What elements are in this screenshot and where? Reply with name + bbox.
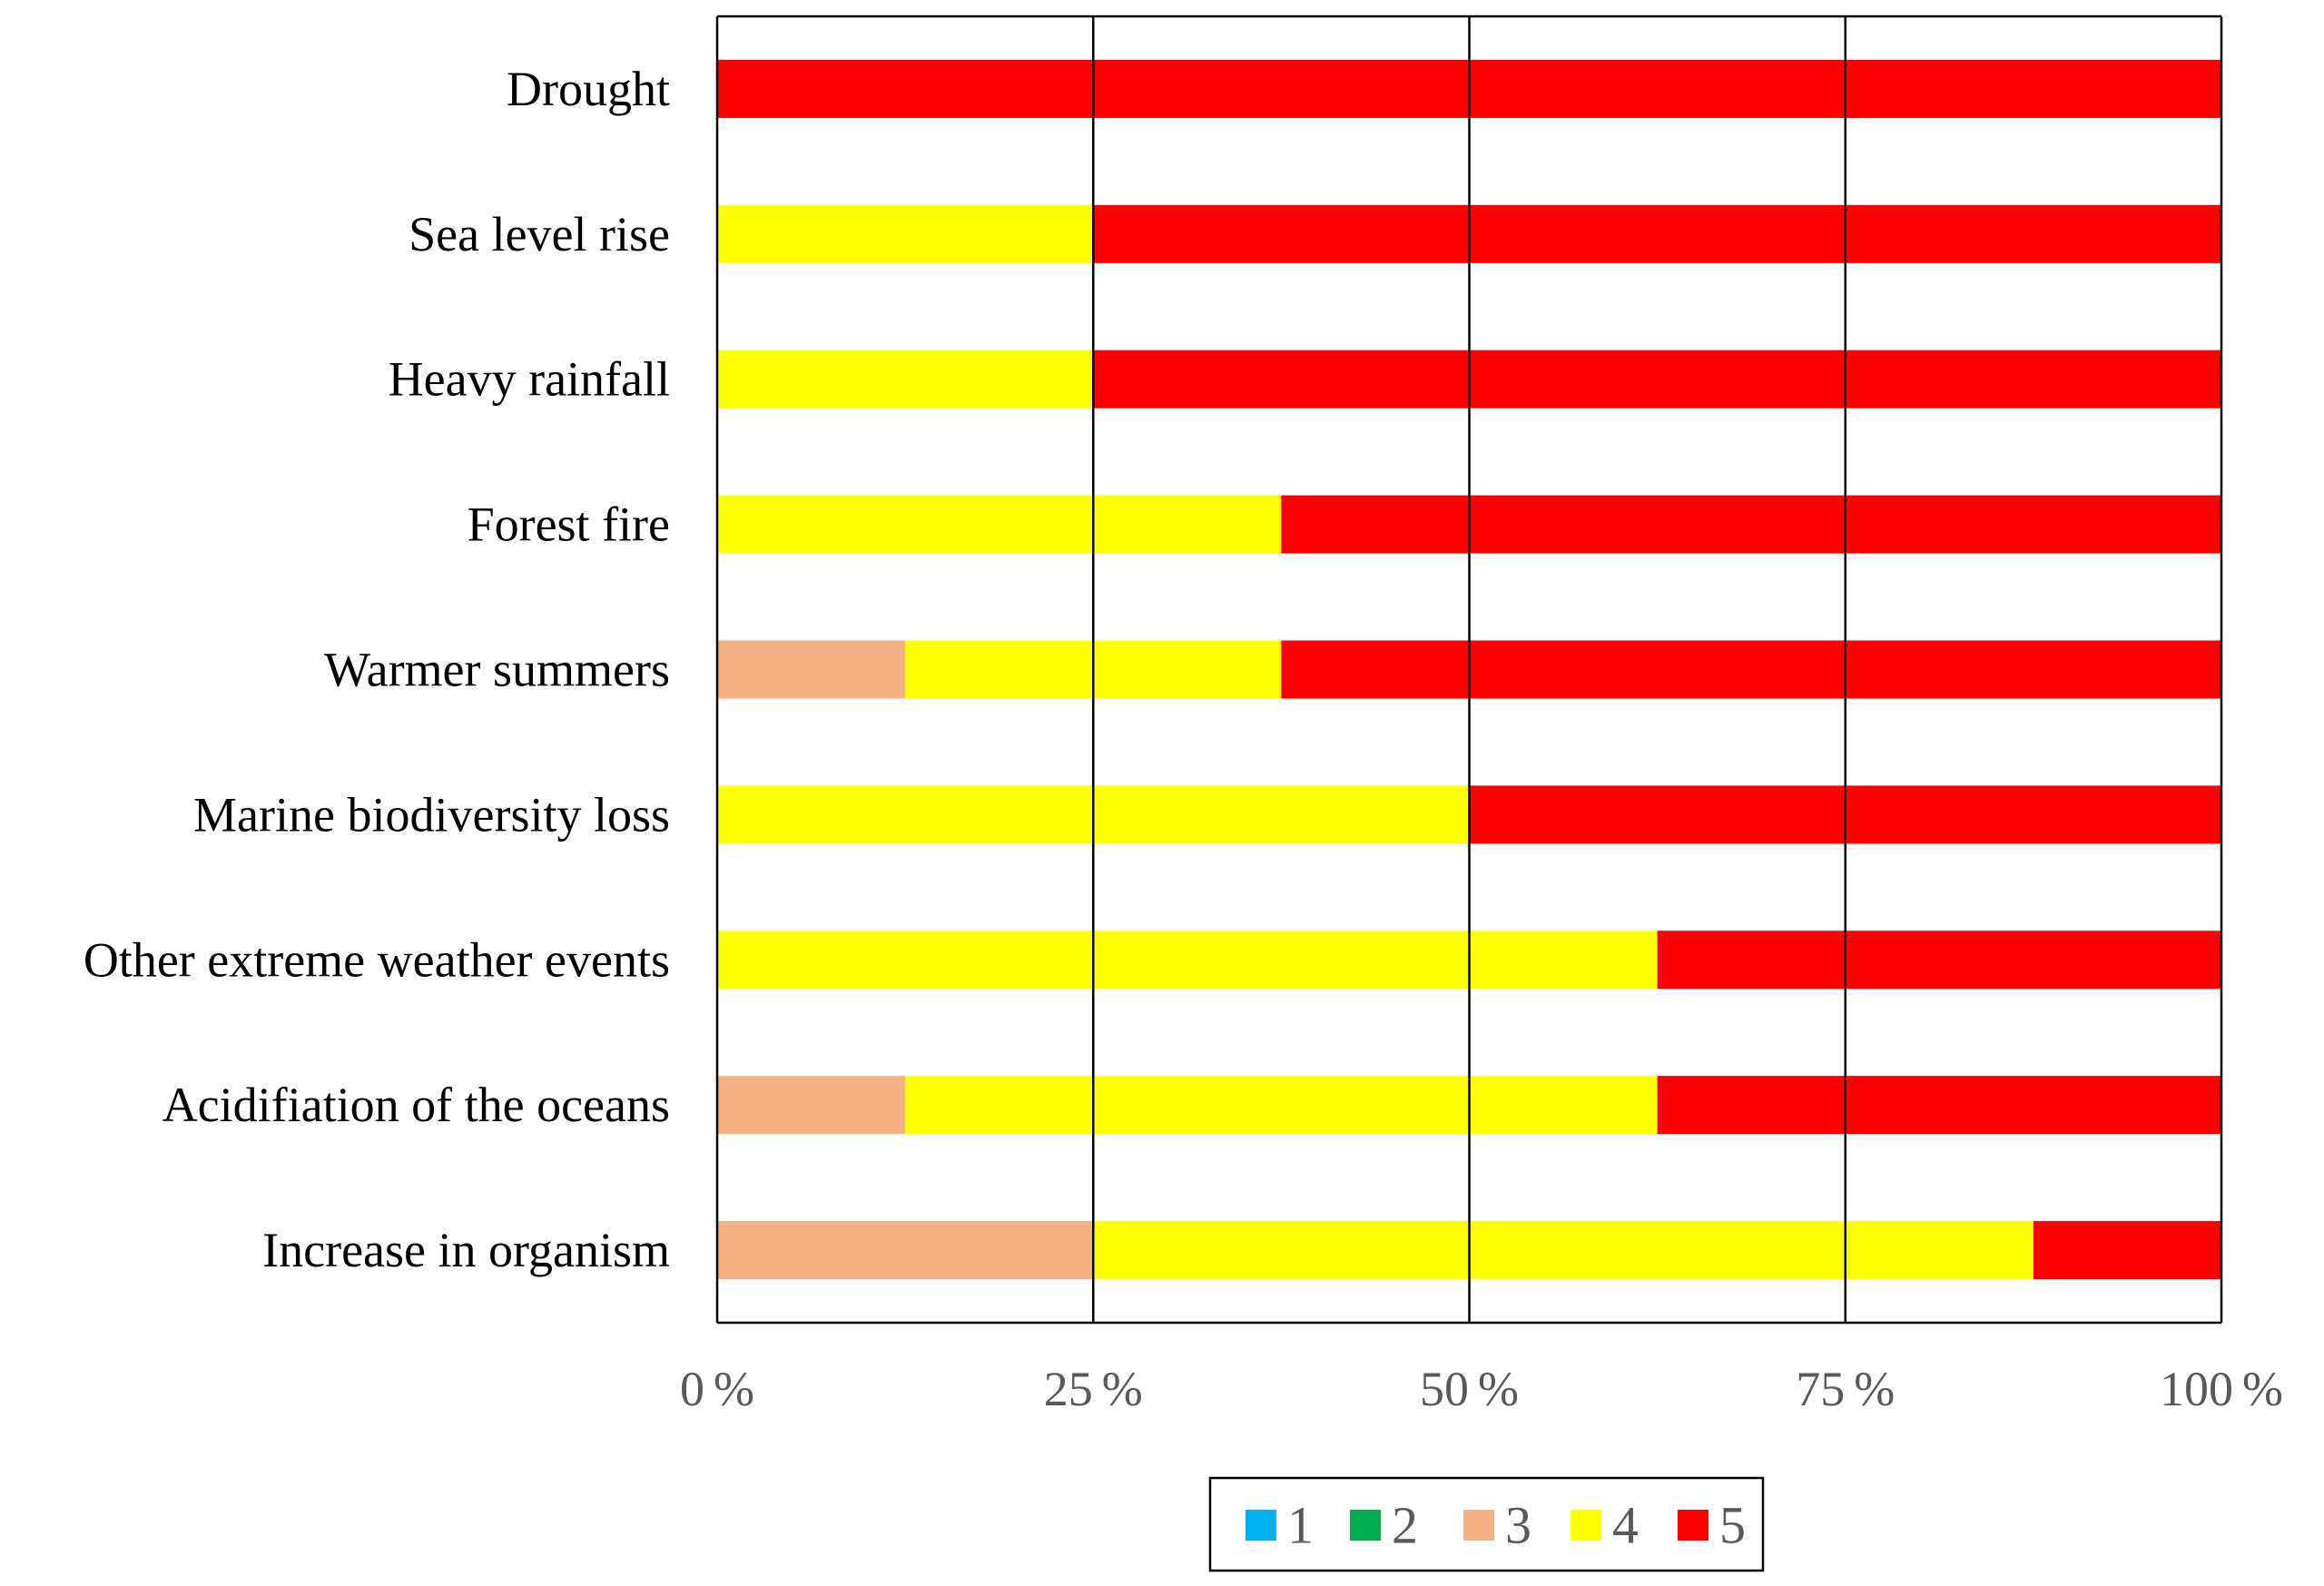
legend: 1 2 3 4 5 bbox=[1208, 1476, 1765, 1572]
bar-segment-9-series-3 bbox=[717, 1221, 1094, 1280]
x-tick-number: 25 bbox=[1044, 1362, 1093, 1416]
bar-segment-2-series-4 bbox=[717, 204, 1094, 263]
category-label: Forest fire bbox=[468, 497, 670, 552]
bar-segment-7-series-5 bbox=[1657, 931, 2221, 990]
category-label: Drought bbox=[507, 62, 670, 116]
x-tick-unit: % bbox=[714, 1362, 754, 1416]
category-label: Other extreme weather events bbox=[84, 932, 670, 987]
bar-segment-5-series-5 bbox=[1281, 640, 2221, 699]
category-label: Marine biodiversity loss bbox=[193, 787, 670, 842]
bar-segment-9-series-4 bbox=[1093, 1221, 2034, 1280]
legend-swatch-3 bbox=[1463, 1510, 1494, 1541]
legend-swatch-1 bbox=[1246, 1510, 1276, 1541]
x-tick-number: 50 bbox=[1420, 1362, 1469, 1416]
x-tick-label: 25% bbox=[1044, 1362, 1143, 1416]
x-tick-unit: % bbox=[1854, 1362, 1895, 1416]
category-labels: Drought Sea level rise Heavy rainfall Fores… bbox=[84, 62, 670, 1277]
x-tick-unit: % bbox=[1478, 1362, 1519, 1416]
x-axis-tick-labels: 0% 25% 50% 75% 100% bbox=[680, 1362, 2283, 1416]
category-label: Heavy rainfall bbox=[389, 352, 670, 407]
x-tick-number: 0 bbox=[680, 1362, 704, 1416]
legend-label-2: 2 bbox=[1392, 1496, 1418, 1555]
category-label: Increase in organism bbox=[262, 1223, 670, 1277]
bar-segment-4-series-4 bbox=[717, 495, 1282, 554]
legend-swatch-4 bbox=[1571, 1510, 1601, 1541]
bar-segment-3-series-5 bbox=[1093, 350, 2221, 409]
grid-layer bbox=[715, 15, 2223, 1325]
category-label: Acidifiation of the oceans bbox=[162, 1078, 670, 1132]
bar-segment-9-series-5 bbox=[2033, 1221, 2221, 1280]
x-tick-number: 75 bbox=[1796, 1362, 1845, 1416]
bar-segment-5-series-3 bbox=[717, 640, 906, 699]
category-label: Sea level rise bbox=[409, 207, 670, 261]
bar-segment-8-series-3 bbox=[717, 1076, 906, 1135]
bar-segment-7-series-4 bbox=[717, 931, 1658, 990]
legend-label-5: 5 bbox=[1719, 1496, 1746, 1555]
x-tick-label: 75% bbox=[1796, 1362, 1895, 1416]
bar-segment-4-series-5 bbox=[1281, 495, 2221, 554]
bar-segment-2-series-5 bbox=[1093, 204, 2221, 263]
bar-segment-8-series-5 bbox=[1657, 1076, 2221, 1135]
bar-segment-8-series-4 bbox=[905, 1076, 1658, 1135]
legend-label-1: 1 bbox=[1287, 1496, 1314, 1555]
x-tick-number: 100 bbox=[2160, 1362, 2233, 1416]
legend-label-3: 3 bbox=[1505, 1496, 1531, 1555]
category-label: Warmer summers bbox=[324, 643, 670, 697]
x-tick-label: 0% bbox=[680, 1362, 754, 1416]
bar-segment-3-series-4 bbox=[717, 350, 1094, 409]
x-tick-label: 100% bbox=[2160, 1362, 2283, 1416]
legend-swatch-2 bbox=[1350, 1510, 1381, 1541]
legend-label-4: 4 bbox=[1612, 1496, 1639, 1555]
legend-swatch-5 bbox=[1678, 1510, 1709, 1541]
x-tick-unit: % bbox=[1102, 1362, 1143, 1416]
x-tick-label: 50% bbox=[1420, 1362, 1519, 1416]
bars-layer bbox=[717, 59, 2221, 1280]
x-tick-unit: % bbox=[2242, 1362, 2283, 1416]
